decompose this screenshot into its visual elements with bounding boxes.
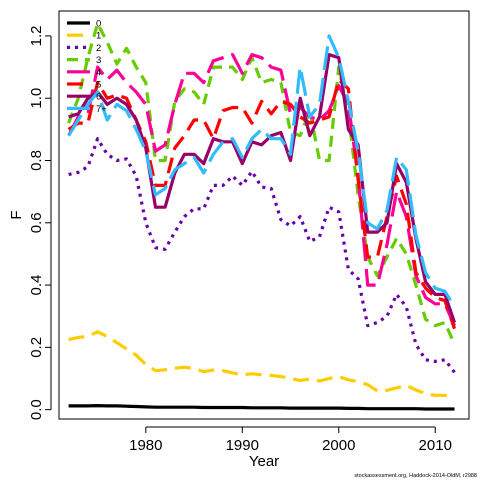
x-tick-label: 2010 — [419, 437, 452, 454]
legend-label: 5 — [96, 80, 101, 91]
legend-label: 3 — [96, 55, 101, 66]
legend-label: 1 — [96, 31, 101, 42]
series-line-6 — [68, 52, 457, 324]
x-axis-title: Year — [249, 453, 279, 470]
legend-label: 4 — [96, 67, 101, 78]
plot-lines — [67, 21, 457, 411]
series-line-5 — [67, 77, 457, 330]
series-line-0 — [68, 404, 455, 411]
series-line-1 — [68, 330, 455, 399]
x-tick-label: 1990 — [226, 437, 259, 454]
series-line-4 — [67, 52, 456, 327]
y-tick-label: 0.6 — [28, 212, 45, 233]
legend-label: 7+ — [96, 104, 107, 115]
y-tick-label: 0.4 — [28, 275, 45, 296]
plot-area-border — [58, 10, 470, 420]
y-axis-title: F — [8, 210, 25, 219]
series-line-2 — [68, 137, 456, 374]
x-axis: 1980 1990 2000 2010 — [129, 426, 452, 454]
legend-label: 2 — [96, 43, 101, 54]
x-tick-label: 2000 — [322, 437, 355, 454]
footer-credit: stockassessment.org, Haddock-2014-OldM, … — [354, 473, 477, 479]
legend-label: 6 — [96, 92, 101, 103]
y-tick-label: 1.2 — [28, 25, 45, 46]
y-tick-label: 0.8 — [28, 150, 45, 171]
x-tick-label: 1980 — [129, 437, 162, 454]
y-tick-label: 1.0 — [28, 88, 45, 109]
legend-label: 0 — [96, 19, 101, 30]
y-tick-label: 0.2 — [28, 337, 45, 358]
y-tick-label: 0.0 — [28, 399, 45, 420]
series-line-3 — [67, 21, 456, 345]
series-line-7plus — [67, 34, 456, 308]
y-axis: 0.0 0.2 0.4 0.6 0.8 1.0 1.2 — [28, 25, 52, 420]
